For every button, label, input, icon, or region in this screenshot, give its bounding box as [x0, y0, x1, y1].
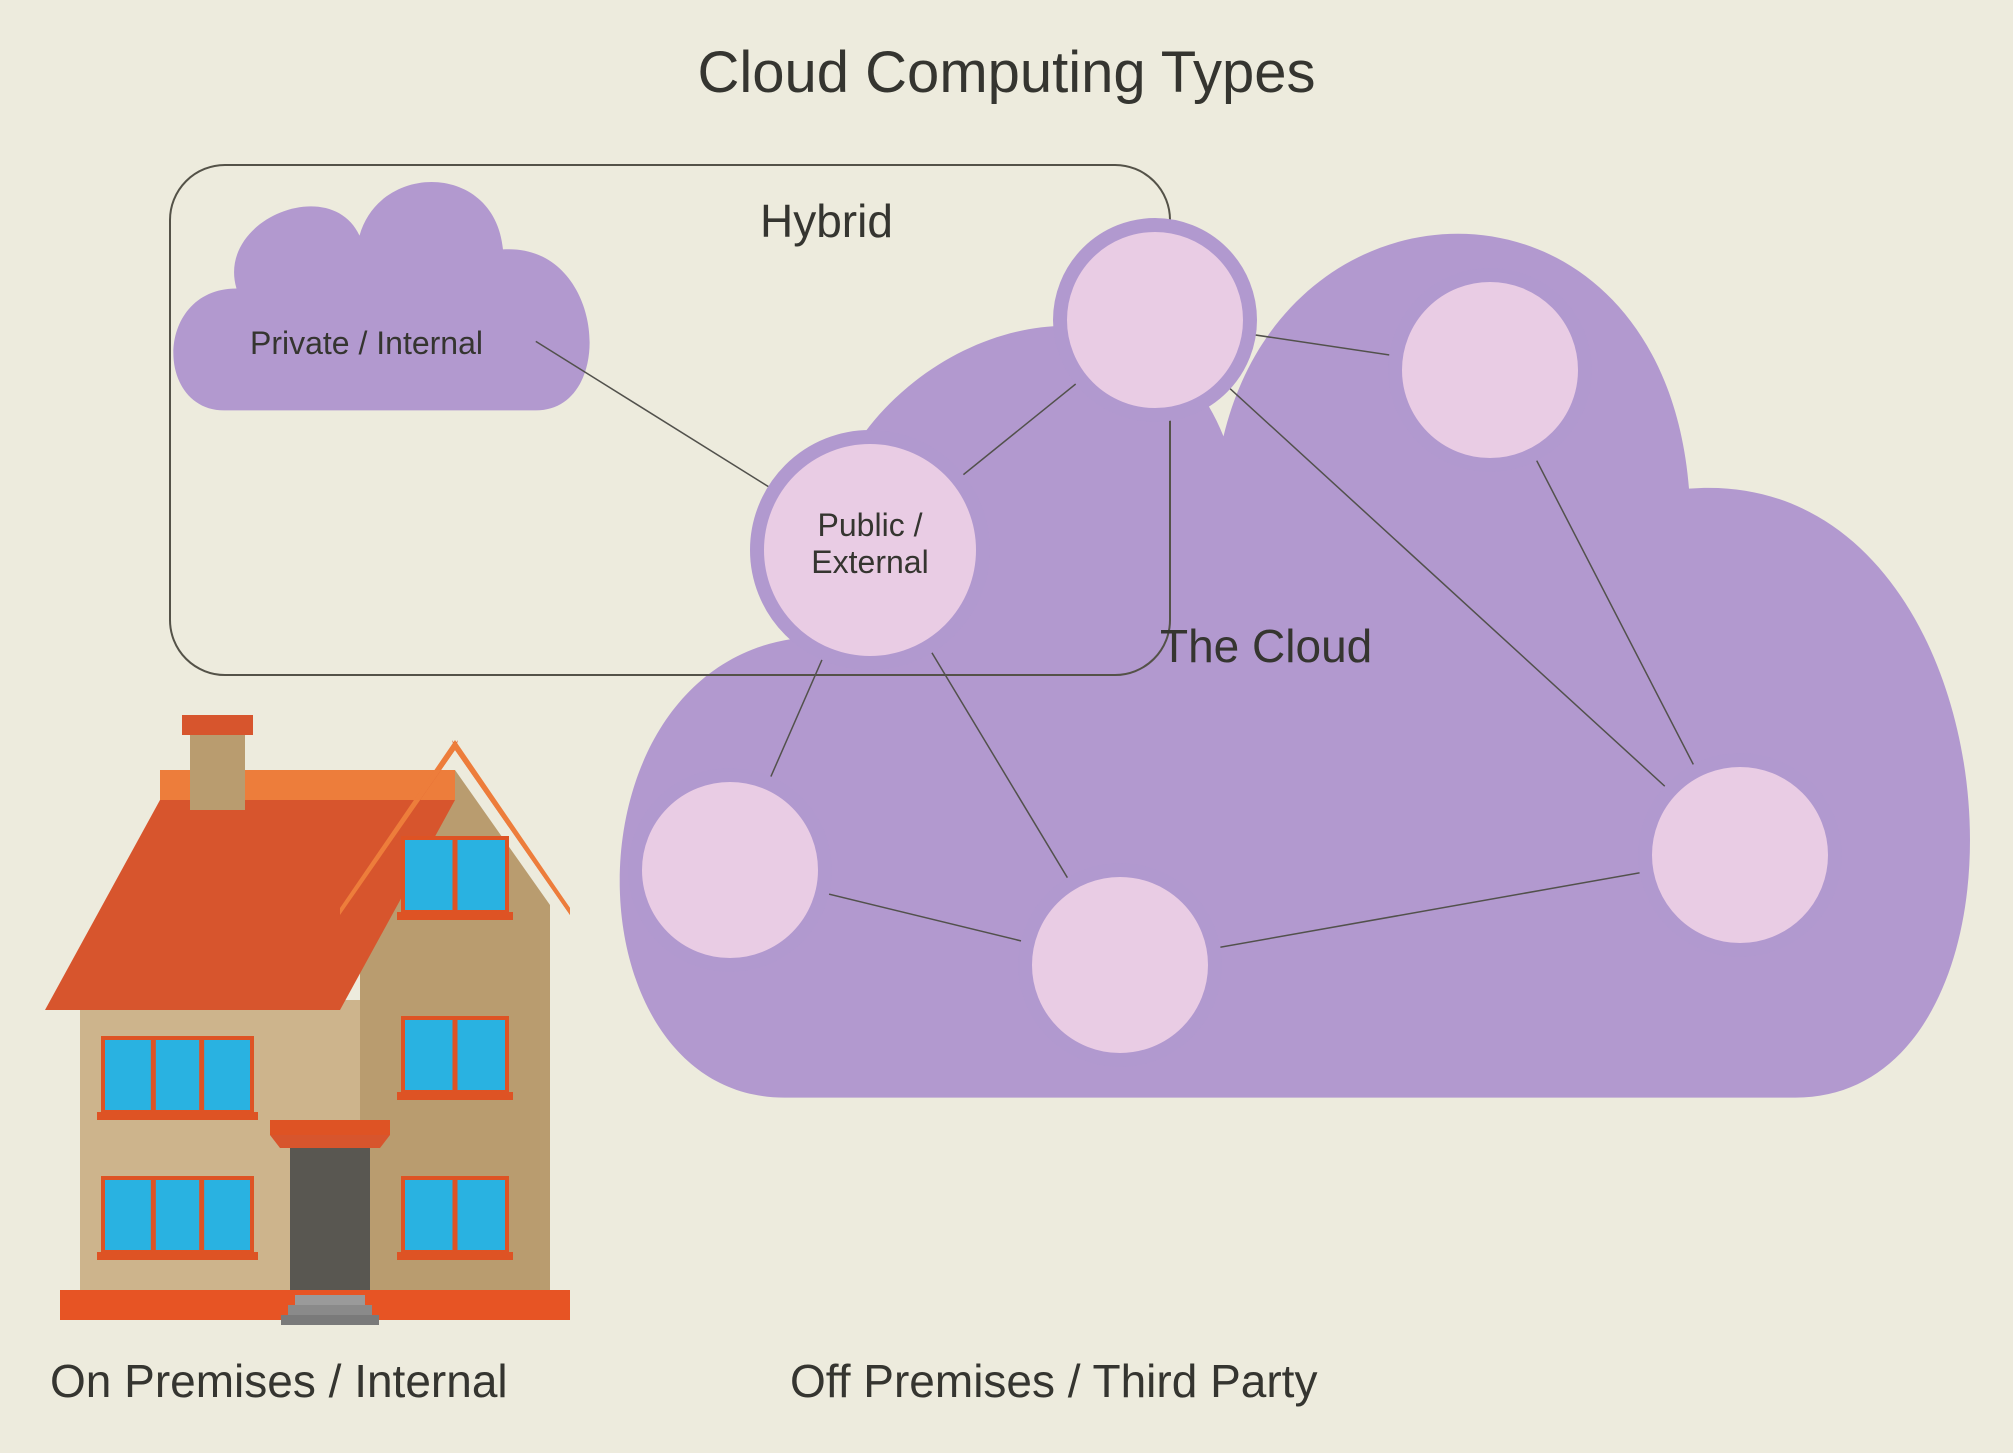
public-node-label: Public / External: [805, 507, 935, 581]
public-node-text: Public / External: [811, 507, 928, 580]
private-cloud: [173, 182, 589, 410]
diagram-canvas: Cloud Computing Types Hybrid Private / I…: [0, 0, 2013, 1453]
private-cloud-label: Private / Internal: [250, 325, 483, 362]
the-cloud-label: The Cloud: [1160, 620, 1372, 673]
svg-layer: [0, 0, 2013, 1453]
node-n4: [1025, 870, 1215, 1060]
house-icon: [45, 715, 570, 1325]
node-n2: [1395, 275, 1585, 465]
node-n1: [1060, 225, 1250, 415]
hybrid-label: Hybrid: [760, 195, 893, 248]
node-n5: [635, 775, 825, 965]
node-n3: [1645, 760, 1835, 950]
footer-right-label: Off Premises / Third Party: [790, 1355, 1317, 1408]
footer-left-label: On Premises / Internal: [50, 1355, 508, 1408]
